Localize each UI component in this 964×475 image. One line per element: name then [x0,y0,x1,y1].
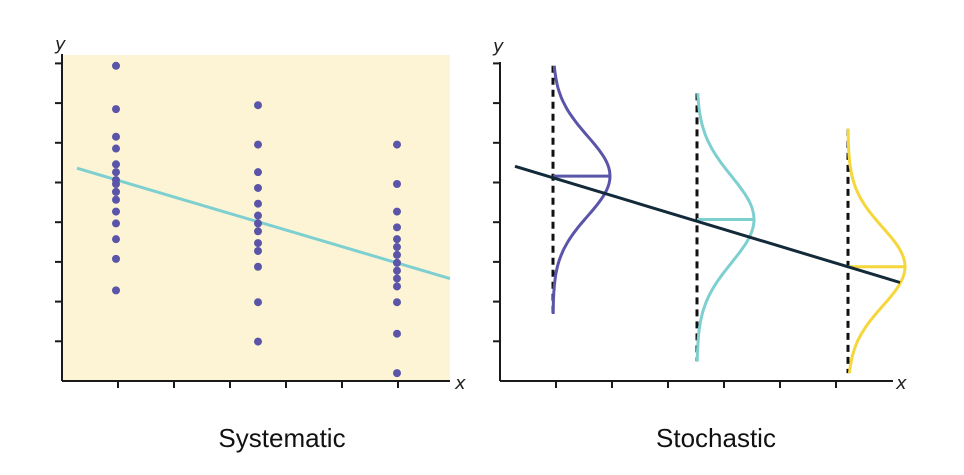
data-point [254,262,262,271]
panel-stochastic: y x Stochastic [492,36,907,453]
axis-ticks [55,62,399,388]
data-point [112,105,120,114]
data-point [393,298,401,307]
data-point [112,235,120,244]
data-point [112,254,120,263]
data-points [112,61,401,378]
data-point [254,211,262,220]
data-point [393,140,401,149]
data-point [254,140,262,149]
data-point [112,132,120,141]
data-point [393,207,401,216]
data-point [393,274,401,283]
data-point [112,61,120,70]
data-point [254,101,262,110]
data-point [112,207,120,216]
data-point [254,227,262,236]
x-axis-label: x [895,373,907,394]
normal-curve [846,128,907,374]
data-point [254,298,262,307]
regression-line [514,164,901,284]
data-point [254,246,262,255]
axis-ticks [493,62,837,388]
data-point [112,195,120,204]
data-point [393,258,401,267]
data-point [254,219,262,228]
data-point [112,160,120,169]
data-point [254,199,262,208]
data-point [393,180,401,188]
data-point [112,144,120,153]
data-point [112,180,120,188]
y-axis-label: y [54,34,66,55]
data-point [254,183,262,192]
data-point [393,223,401,232]
data-point [393,329,401,338]
x-axis-label: x [454,373,466,394]
data-point [393,243,401,252]
data-point [393,369,401,378]
data-point [393,250,401,259]
y-axis-label: y [492,36,504,57]
normal-curve [551,65,612,314]
regression-line [76,166,451,280]
data-point [112,286,120,295]
data-point [112,187,120,196]
data-point [254,239,262,248]
data-point [112,168,120,177]
distributions [551,65,907,374]
data-point [112,219,120,228]
normal-curve [695,93,756,362]
data-point [254,168,262,177]
data-point [254,337,262,346]
data-point [393,235,401,244]
panel-systematic: y x Systematic [54,34,466,453]
data-point [393,266,401,275]
panel-caption: Stochastic [656,423,776,453]
data-point [393,282,401,291]
panel-caption: Systematic [218,423,345,453]
